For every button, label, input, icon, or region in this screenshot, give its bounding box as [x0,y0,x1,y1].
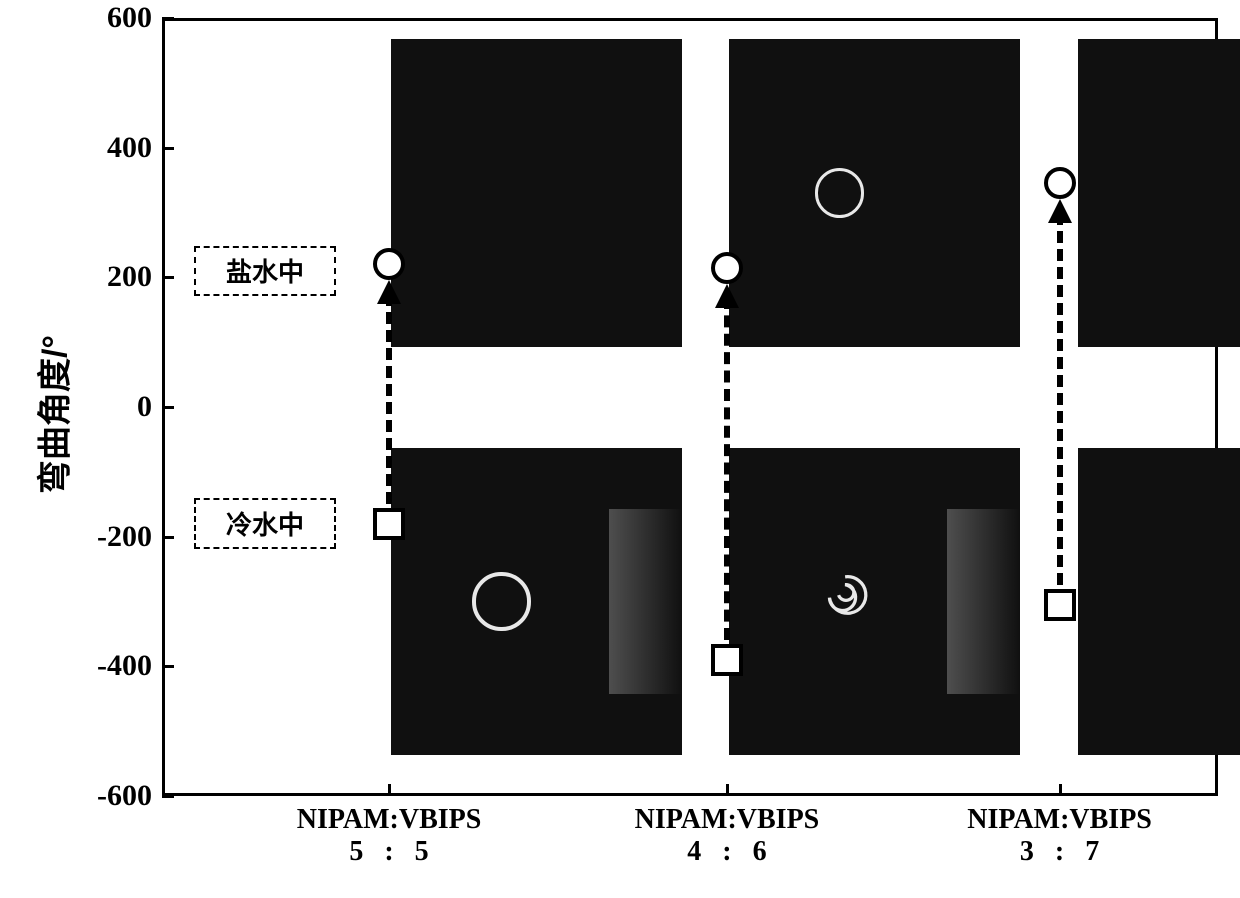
x-cat-line1: NIPAM:VBIPS [635,804,820,835]
photo-ring [472,572,530,630]
photo-spiral [819,569,871,621]
data-point-cold [1044,589,1076,621]
arrow-head-icon [1048,199,1072,223]
photo-ring [815,168,864,217]
y-tick-label: 200 [62,260,152,294]
arrow-line [386,294,392,504]
arrow-line [724,297,730,640]
x-cat-line2: 4 : 6 [687,836,766,867]
y-tick-label: -400 [62,649,152,683]
y-tick-label: -200 [62,520,152,554]
arrow-head-icon [377,280,401,304]
y-tick-label: 0 [62,390,152,424]
y-tick-label: 600 [62,1,152,35]
data-point-cold [373,508,405,540]
photo-panel [1078,39,1240,346]
photo-panel [391,39,681,346]
photo-panel [729,39,1019,346]
x-cat-line1: NIPAM:VBIPS [297,804,482,835]
y-tick-mark [162,665,174,668]
x-cat-label: NIPAM:VBIPS4 : 6 [587,804,867,868]
x-cat-line2: 5 : 5 [349,836,428,867]
y-tick-mark [162,406,174,409]
arrow-head-icon [715,284,739,308]
y-tick-label: 400 [62,131,152,165]
chart-root: 弯曲角度/°-600-400-2000200400600盐水中冷水中NIPAM:… [0,0,1240,898]
photo-panel [391,448,681,755]
photo-panel [729,448,1019,755]
x-cat-line1: NIPAM:VBIPS [967,804,1152,835]
photo-highlight [609,509,682,693]
data-point-cold [711,644,743,676]
x-tick-mark [388,784,391,796]
y-tick-label: -600 [62,779,152,813]
legend-cold: 冷水中 [194,498,337,549]
data-point-brine [711,252,743,284]
y-tick-mark [162,795,174,798]
y-tick-mark [162,147,174,150]
data-point-brine [1044,167,1076,199]
y-tick-mark [162,536,174,539]
photo-highlight [947,509,1020,693]
arrow-line [1057,213,1063,585]
x-cat-line2: 3 : 7 [1020,836,1099,867]
legend-brine: 盐水中 [194,246,337,297]
y-tick-mark [162,276,174,279]
x-cat-label: NIPAM:VBIPS3 : 7 [920,804,1200,868]
y-tick-mark [162,17,174,20]
x-tick-mark [726,784,729,796]
x-cat-label: NIPAM:VBIPS5 : 5 [249,804,529,868]
photo-panel [1078,448,1240,755]
x-tick-mark [1059,784,1062,796]
